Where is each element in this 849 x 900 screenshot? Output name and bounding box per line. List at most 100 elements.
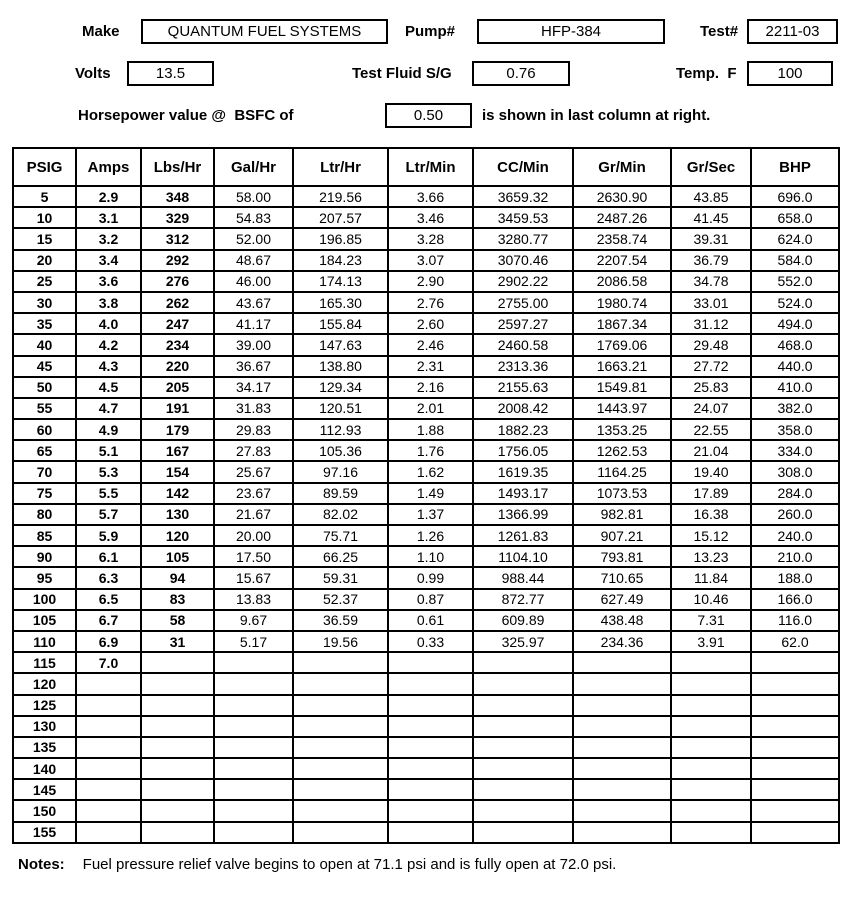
table-cell (472, 672, 574, 696)
table-cell: 382.0 (750, 396, 840, 421)
table-cell (140, 651, 215, 675)
bsfc-field[interactable]: 0.50 (385, 103, 472, 128)
table-cell (140, 735, 215, 760)
table-cell: 9.67 (213, 608, 294, 632)
table-cell: 3.46 (387, 206, 474, 230)
table-cell: 710.65 (572, 566, 672, 590)
table-cell: 468.0 (750, 333, 840, 357)
table-cell (670, 693, 752, 717)
table-cell: 292 (140, 248, 215, 272)
table-cell (670, 757, 752, 781)
table-cell: 70 (12, 460, 77, 484)
table-cell: 1.62 (387, 460, 474, 484)
table-cell: 329 (140, 206, 215, 230)
table-row: 30 3.8 262 43.67 165.30 2.76 2755.00 1980.74 33.… (12, 290, 840, 315)
table-cell: 988.44 (472, 566, 574, 590)
table-cell (572, 735, 672, 760)
column-header: BHP (750, 147, 840, 187)
pump-field[interactable]: HFP-384 (477, 19, 665, 44)
table-cell (750, 693, 840, 717)
table-cell: 31.12 (670, 312, 752, 336)
table-cell: 5.5 (75, 481, 142, 505)
table-cell: 7.0 (75, 651, 142, 675)
table-cell (750, 651, 840, 675)
table-cell: 147.63 (292, 333, 389, 357)
table-cell: 6.1 (75, 545, 142, 569)
table-cell: 66.25 (292, 545, 389, 569)
table-cell: 13.23 (670, 545, 752, 569)
table-cell: 25.83 (670, 375, 752, 399)
table-row: 10 3.1 329 54.83 207.57 3.46 3459.53 2487.26 41.… (12, 206, 840, 230)
table-cell (387, 778, 474, 802)
table-cell: 80 (12, 502, 77, 527)
table-cell: 0.87 (387, 587, 474, 611)
table-cell (213, 672, 294, 696)
table-cell (75, 735, 142, 760)
table-cell: 58 (140, 608, 215, 632)
table-cell: 41.45 (670, 206, 752, 230)
volts-field[interactable]: 13.5 (127, 61, 214, 86)
table-cell: 23.67 (213, 481, 294, 505)
table-cell: 166.0 (750, 587, 840, 611)
table-cell: 43.85 (670, 184, 752, 209)
column-header: Amps (75, 147, 142, 187)
table-cell (140, 820, 215, 844)
table-cell (387, 693, 474, 717)
table-cell: 1549.81 (572, 375, 672, 399)
table-row: 145 (12, 778, 840, 802)
table-cell: 58.00 (213, 184, 294, 209)
table-cell: 1261.83 (472, 523, 574, 548)
table-row: 25 3.6 276 46.00 174.13 2.90 2902.22 2086.58 34.… (12, 269, 840, 293)
table-cell: 3.8 (75, 290, 142, 315)
table-cell (670, 672, 752, 696)
table-cell: 4.3 (75, 354, 142, 378)
table-cell: 5.7 (75, 502, 142, 527)
table-cell: 52.37 (292, 587, 389, 611)
table-cell (213, 651, 294, 675)
make-field[interactable]: QUANTUM FUEL SYSTEMS (141, 19, 388, 44)
table-cell: 29.48 (670, 333, 752, 357)
table-row: 60 4.9 179 29.83 112.93 1.88 1882.23 1353.25 22.… (12, 418, 840, 442)
table-cell: 52.00 (213, 227, 294, 251)
table-cell (213, 799, 294, 823)
table-row: 55 4.7 191 31.83 120.51 2.01 2008.42 1443.97 24.… (12, 396, 840, 421)
table-cell: 5.9 (75, 523, 142, 548)
table-cell: 1619.35 (472, 460, 574, 484)
table-cell: 1164.25 (572, 460, 672, 484)
table-cell: 219.56 (292, 184, 389, 209)
table-cell: 1.88 (387, 418, 474, 442)
table-cell: 39.31 (670, 227, 752, 251)
table-cell: 0.99 (387, 566, 474, 590)
table-cell (292, 672, 389, 696)
table-cell (750, 799, 840, 823)
table-cell: 30 (12, 290, 77, 315)
table-cell: 115 (12, 651, 77, 675)
table-cell: 2.46 (387, 333, 474, 357)
table-cell: 210.0 (750, 545, 840, 569)
test-fluid-sg-field[interactable]: 0.76 (472, 61, 570, 86)
table-cell: 35 (12, 312, 77, 336)
table-cell (670, 651, 752, 675)
table-row: 85 5.9 120 20.00 75.71 1.26 1261.83 907.21 15.12… (12, 523, 840, 548)
table-cell: 4.7 (75, 396, 142, 421)
table-cell: 2313.36 (472, 354, 574, 378)
table-cell: 4.5 (75, 375, 142, 399)
table-cell: 205 (140, 375, 215, 399)
table-cell: 25.67 (213, 460, 294, 484)
table-cell: 872.77 (472, 587, 574, 611)
table-cell (292, 778, 389, 802)
table-row: 75 5.5 142 23.67 89.59 1.49 1493.17 1073.53 17.8… (12, 481, 840, 505)
table-cell: 43.67 (213, 290, 294, 315)
table-cell: 0.61 (387, 608, 474, 632)
column-header: PSIG (12, 147, 77, 187)
table-cell: 524.0 (750, 290, 840, 315)
temp-field[interactable]: 100 (747, 61, 833, 86)
table-cell (292, 693, 389, 717)
table-cell: 110 (12, 629, 77, 654)
table-cell: 11.84 (670, 566, 752, 590)
test-field[interactable]: 2211-03 (747, 19, 838, 44)
table-cell: 3.66 (387, 184, 474, 209)
table-cell: 100 (12, 587, 77, 611)
table-cell: 120.51 (292, 396, 389, 421)
table-cell: 150 (12, 799, 77, 823)
